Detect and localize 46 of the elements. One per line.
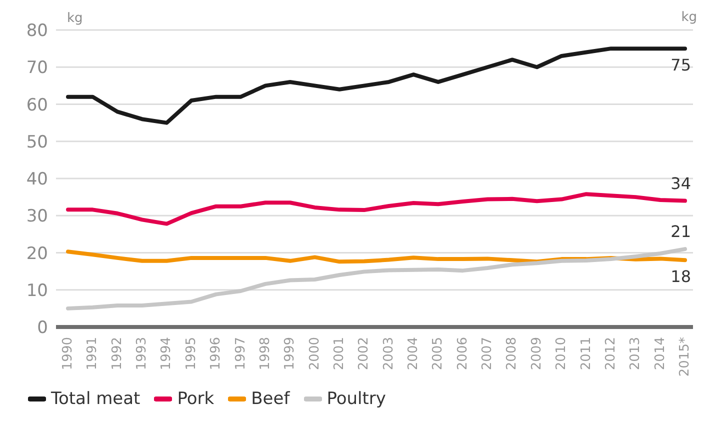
x-tick-label: 2003 xyxy=(381,337,396,370)
x-tick-label: 2008 xyxy=(504,337,520,370)
x-tick-label: 2011 xyxy=(578,337,594,370)
y-tick-label: 30 xyxy=(26,206,48,227)
x-tick-label: 2007 xyxy=(480,337,496,370)
x-tick-label: 2009 xyxy=(529,337,544,370)
y-tick-label: 10 xyxy=(26,280,48,301)
x-tick-label: 2015* xyxy=(678,336,692,377)
y-tick-label: 60 xyxy=(26,95,48,116)
x-tick-label: 1997 xyxy=(233,337,248,370)
x-tick-label: 2010 xyxy=(554,337,570,370)
x-tick-label: 2001 xyxy=(332,337,347,370)
y-tick-label: 50 xyxy=(26,132,48,152)
x-tick-label: 2000 xyxy=(307,337,322,370)
x-tick-label: 2005 xyxy=(430,337,446,370)
x-tick-label: 1996 xyxy=(208,337,224,370)
line-series xyxy=(66,192,687,226)
y-tick-label: 80 xyxy=(26,21,48,42)
x-tick-label: 1994 xyxy=(159,337,174,370)
legend-label: Pork xyxy=(176,389,214,409)
x-tick-label: 1991 xyxy=(85,337,100,370)
data-label: 75 xyxy=(670,56,691,75)
x-tick-label: 2002 xyxy=(356,337,372,370)
x-tick-label: 1992 xyxy=(110,337,125,370)
x-tick-label: 1995 xyxy=(184,337,199,370)
y-tick-label: 20 xyxy=(26,244,48,264)
data-label: 21 xyxy=(670,222,691,242)
x-tick-label: 1993 xyxy=(134,337,150,370)
x-tick-label: 2004 xyxy=(406,337,422,370)
x-tick-label: 2013 xyxy=(628,337,644,370)
y-axis-title: kg xyxy=(67,11,83,26)
legend-label: Beef xyxy=(250,389,290,409)
x-tick-label: 2006 xyxy=(455,337,470,370)
x-tick-label: 2014 xyxy=(652,337,668,370)
x-tick-label: 2012 xyxy=(603,337,618,370)
x-tick-label: 1999 xyxy=(282,337,298,370)
x-tick-label: 1990 xyxy=(60,337,76,370)
y-tick-label: 70 xyxy=(26,58,48,78)
y-tick-label: 0 xyxy=(37,318,48,338)
legend-label: Poultry xyxy=(326,389,386,409)
data-label: 18 xyxy=(670,267,691,286)
legend-label: Total meat xyxy=(50,389,140,409)
y-tick-label: 40 xyxy=(26,170,48,190)
text: kg xyxy=(681,10,697,25)
x-tick-label: 1998 xyxy=(258,337,273,370)
data-label: 34 xyxy=(670,174,691,193)
